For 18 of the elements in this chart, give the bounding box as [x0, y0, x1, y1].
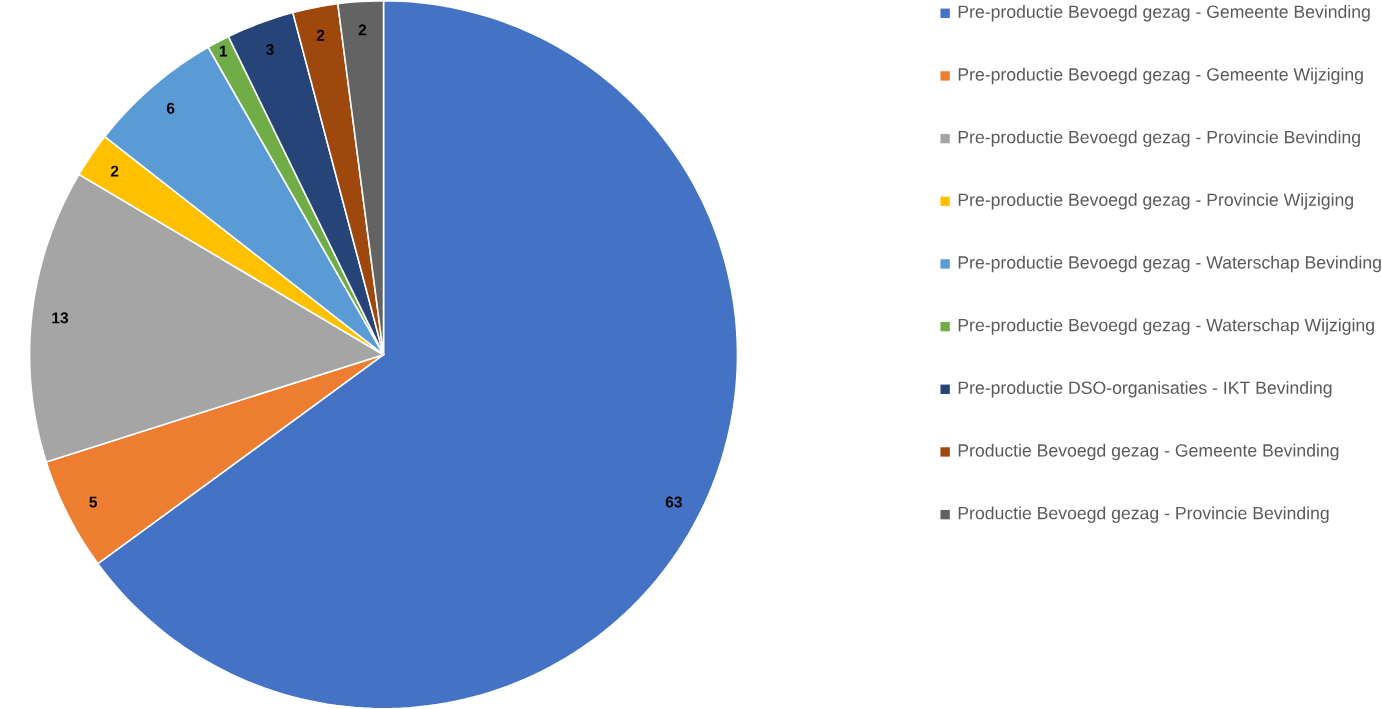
- legend-label: Pre-productie Bevoegd gezag - Waterschap Bevinding: [958, 255, 1381, 272]
- legend-label: Pre-productie DSO-organisaties - IKT Bevinding: [958, 380, 1332, 398]
- data-label: 3: [265, 43, 274, 55]
- data-label: 63: [665, 496, 682, 508]
- legend-label: Productie Bevoegd gezag - Provincie Bevinding: [958, 506, 1329, 523]
- data-label: 13: [52, 312, 69, 324]
- data-label: 2: [358, 24, 367, 35]
- legend-label: Pre-productie Bevoegd gezag - Gemeente Wijziging: [958, 67, 1363, 84]
- legend-label: Pre-productie Bevoegd gezag - Provincie Wijziging: [958, 192, 1353, 210]
- data-label: 2: [316, 29, 325, 41]
- data-label: 6: [166, 102, 175, 114]
- legend-label: Pre-productie Bevoegd gezag - Gemeente Bevinding: [958, 4, 1370, 22]
- data-label: 2: [110, 165, 119, 177]
- legend-label: Productie Bevoegd gezag - Gemeente Bevinding: [958, 443, 1339, 460]
- legend-label: Pre-productie Bevoegd gezag - Waterschap Wijziging: [958, 318, 1374, 335]
- data-label: 1: [219, 45, 228, 57]
- legend-label: Pre-productie Bevoegd gezag - Provincie Bevinding: [958, 130, 1360, 147]
- data-label: 5: [89, 496, 98, 508]
